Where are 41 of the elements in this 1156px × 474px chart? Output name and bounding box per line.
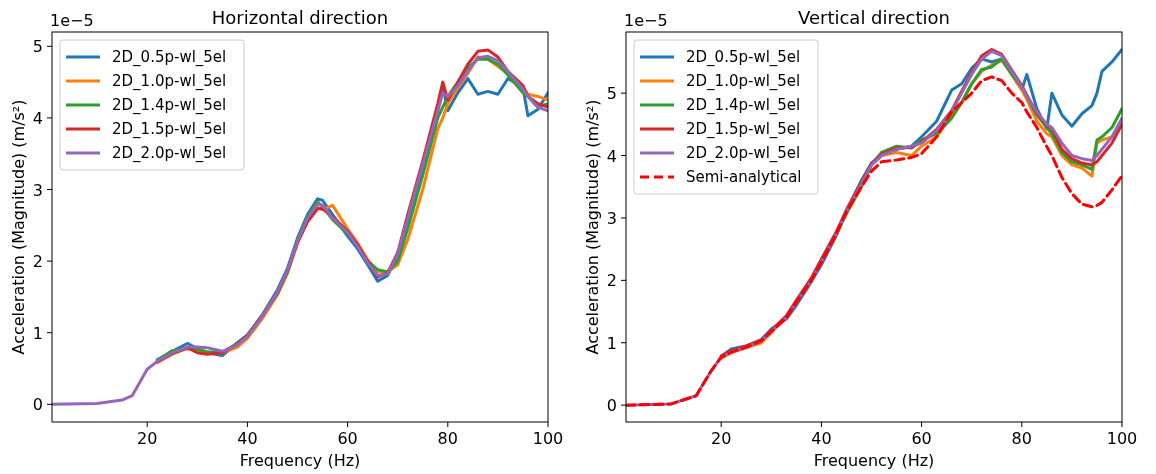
x-tick-label: 20 <box>711 429 732 448</box>
x-tick-label: 80 <box>1011 429 1032 448</box>
x-tick-label: 60 <box>911 429 932 448</box>
y-tick-label: 1 <box>32 323 43 343</box>
text: 1e−5 <box>624 11 668 30</box>
legend-label: 2D_0.5p-wl_5el <box>112 48 227 67</box>
y-tick-label: 2 <box>32 252 43 272</box>
y-tick-label: 2 <box>606 271 617 291</box>
legend-label: Semi-analytical <box>686 168 802 186</box>
y-axis-title: Acceleration (Magnitude) (m/s²) <box>583 99 602 355</box>
x-tick-label: 60 <box>337 429 358 448</box>
y-tick-label: 4 <box>606 146 617 166</box>
x-tick-label: 40 <box>811 429 832 448</box>
y-tick-label: 3 <box>32 180 43 200</box>
y-tick-label: 0 <box>32 395 43 415</box>
x-tick-label: 40 <box>237 429 258 448</box>
legend-label: 2D_1.0p-wl_5el <box>112 72 227 91</box>
x-tick-label: 80 <box>437 429 458 448</box>
y-tick-label: 3 <box>606 208 617 228</box>
legend-label: 2D_1.4p-wl_5el <box>686 96 801 115</box>
y-tick-label: 0 <box>606 396 617 416</box>
y-axis-title: Acceleration (Magnitude) (m/s²) <box>9 99 28 355</box>
y-tick-label: 5 <box>32 37 43 57</box>
legend-label: 2D_2.0p-wl_5el <box>112 144 227 163</box>
x-tick-label: 100 <box>1106 429 1138 448</box>
chart-title: Vertical direction <box>798 7 950 28</box>
text: 1e−5 <box>50 11 94 30</box>
y-tick-label: 4 <box>32 108 43 128</box>
x-tick-label: 100 <box>532 429 564 448</box>
legend-label: 2D_1.5p-wl_5el <box>112 120 227 139</box>
y-tick-label: 5 <box>606 84 617 104</box>
y-tick-label: 1 <box>606 333 617 353</box>
x-axis-title: Frequency (Hz) <box>813 451 935 470</box>
legend-label: 2D_1.4p-wl_5el <box>112 96 227 115</box>
legend-label: 2D_2.0p-wl_5el <box>686 144 801 163</box>
legend-label: 2D_0.5p-wl_5el <box>686 48 801 67</box>
x-axis-title: Frequency (Hz) <box>239 451 361 470</box>
x-tick-label: 20 <box>137 429 158 448</box>
legend-label: 2D_1.5p-wl_5el <box>686 120 801 139</box>
chart-title: Horizontal direction <box>211 7 389 28</box>
legend-label: 2D_1.0p-wl_5el <box>686 72 801 91</box>
